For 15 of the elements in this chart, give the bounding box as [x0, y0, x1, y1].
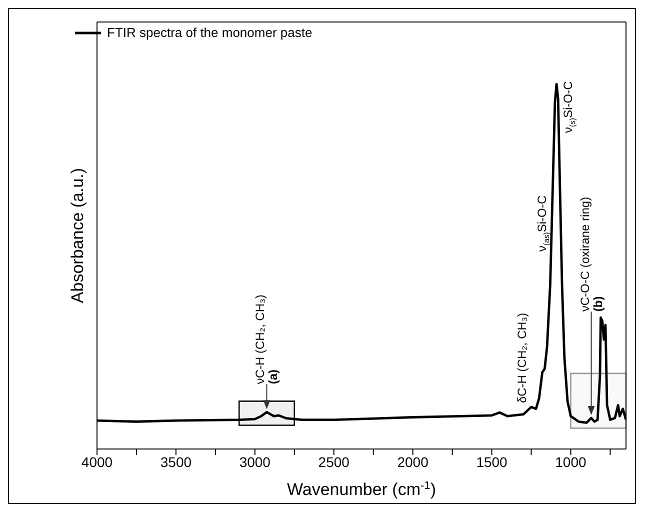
x-tick-label: 1000 — [555, 454, 587, 470]
x-tick-label: 2500 — [318, 454, 350, 470]
annotation: (a) — [266, 369, 280, 384]
annotation: (b) — [590, 296, 605, 312]
legend-label: FTIR spectra of the monomer paste — [107, 25, 312, 40]
annotation: νC-O-C (oxirane ring) — [578, 196, 592, 312]
x-axis-title: Wavenumber (cm$^{-1}$) — [286, 480, 436, 499]
x-tick-label: 2000 — [397, 454, 429, 470]
x-tick-label: 3500 — [160, 454, 192, 470]
x-tick-label: 1500 — [476, 454, 508, 470]
x-tick-label: 4000 — [81, 454, 113, 470]
y-axis-title: Absorbance (a.u.) — [68, 168, 86, 304]
annotation: δC-H (CH₂, CH₃) — [515, 312, 530, 404]
x-tick-label: 3000 — [239, 454, 271, 470]
annotation: νC-H (CH₂, CH₃) — [253, 294, 268, 384]
